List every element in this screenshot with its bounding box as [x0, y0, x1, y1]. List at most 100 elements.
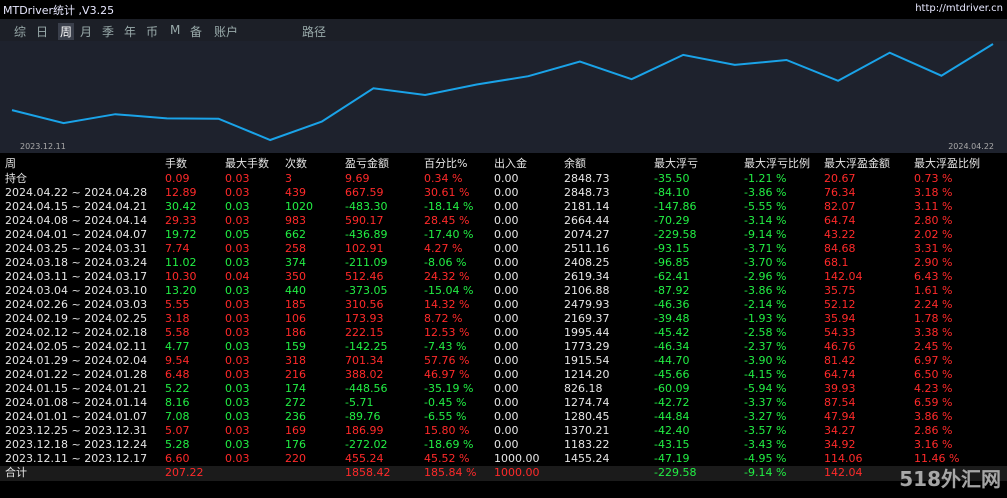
tab[interactable]: 账户 — [214, 25, 239, 39]
cell: -3.14 % — [744, 214, 787, 227]
cell: 81.42 — [824, 354, 856, 367]
total-cell: 1000.00 — [494, 466, 540, 479]
cell: 2848.73 — [564, 186, 610, 199]
cell: -3.70 % — [744, 256, 787, 269]
cell: -1.21 % — [744, 172, 787, 185]
cell: 8.72 % — [424, 312, 463, 325]
cell: 64.74 — [824, 214, 856, 227]
title-bar: MTDriver统计 ,V3.25 http://mtdriver.cn — [0, 0, 1007, 18]
cell: 2024.04.01 ~ 2024.04.07 — [5, 228, 148, 241]
cell: 34.27 — [824, 424, 856, 437]
tab[interactable]: 周 — [58, 23, 75, 40]
tab[interactable]: 年 — [124, 25, 137, 39]
cell: 6.60 — [165, 452, 190, 465]
cell: -18.14 % — [424, 200, 474, 213]
cell: 3 — [285, 172, 292, 185]
cell: -373.05 — [345, 284, 388, 297]
tab[interactable]: 季 — [102, 25, 115, 39]
total-cell: 1858.42 — [345, 466, 391, 479]
cell: 2024.03.25 ~ 2024.03.31 — [5, 242, 148, 255]
table-row: 2024.03.04 ~ 2024.03.10 13.20 0.03 440 -373.… — [0, 284, 1007, 298]
cell: 6.59 % — [914, 396, 953, 409]
cell: 2024.02.19 ~ 2024.02.25 — [5, 312, 148, 325]
cell: 11.46 % — [914, 452, 960, 465]
cell: -44.70 — [654, 354, 690, 367]
tab[interactable]: 路径 — [302, 25, 327, 39]
cell: -2.96 % — [744, 270, 787, 283]
cell: -45.42 — [654, 326, 690, 339]
cell: -5.71 — [345, 396, 374, 409]
table-row: 2024.04.22 ~ 2024.04.28 12.89 0.03 439 667.5… — [0, 186, 1007, 200]
cell: 68.1 — [824, 256, 849, 269]
cell: -3.71 % — [744, 242, 787, 255]
cell: 374 — [285, 256, 306, 269]
tab[interactable]: 币 — [146, 25, 159, 39]
cell: 2.24 % — [914, 298, 953, 311]
cell: -42.72 — [654, 396, 690, 409]
cell: 455.24 — [345, 452, 384, 465]
cell: 15.80 % — [424, 424, 470, 437]
cell: 0.03 — [225, 354, 250, 367]
cell: 1280.45 — [564, 410, 610, 423]
tab[interactable]: 备 — [190, 25, 203, 39]
cell: 1214.20 — [564, 368, 610, 381]
cell: 0.03 — [225, 452, 250, 465]
cell: 512.46 — [345, 270, 384, 283]
cell: -15.04 % — [424, 284, 474, 297]
cell: 102.91 — [345, 242, 384, 255]
table-row: 2024.02.26 ~ 2024.03.03 5.55 0.03 185 310.56… — [0, 298, 1007, 312]
column-header: 最大手数 — [225, 157, 269, 170]
cell: 1773.29 — [564, 340, 610, 353]
cell: 0.03 — [225, 326, 250, 339]
cell: 76.34 — [824, 186, 856, 199]
url-link[interactable]: http://mtdriver.cn — [915, 3, 1003, 14]
cell: 0.09 — [165, 172, 190, 185]
tab[interactable]: M — [170, 23, 181, 37]
cell: 5.58 — [165, 326, 190, 339]
cell: 2024.02.05 ~ 2024.02.11 — [5, 340, 148, 353]
cell: 142.04 — [824, 270, 863, 283]
cell: 350 — [285, 270, 306, 283]
cell: 0.00 — [494, 186, 519, 199]
cell: -39.48 — [654, 312, 690, 325]
cell: 2106.88 — [564, 284, 610, 297]
tab[interactable]: 日 — [36, 25, 49, 39]
table-row: 2024.01.22 ~ 2024.01.28 6.48 0.03 216 388.02… — [0, 368, 1007, 382]
cell: 222.15 — [345, 326, 384, 339]
cell: 2024.02.12 ~ 2024.02.18 — [5, 326, 148, 339]
cell: 662 — [285, 228, 306, 241]
cell: 1370.21 — [564, 424, 610, 437]
cell: 34.92 — [824, 438, 856, 451]
cell: 3.31 % — [914, 242, 953, 255]
cell: 1274.74 — [564, 396, 610, 409]
cell: -43.15 — [654, 438, 690, 451]
cell: 19.72 — [165, 228, 197, 241]
tab[interactable]: 综 — [14, 25, 27, 39]
table-row: 2024.03.11 ~ 2024.03.17 10.30 0.04 350 512.4… — [0, 270, 1007, 284]
cell: 185 — [285, 298, 306, 311]
column-header: 最大浮盈比例 — [914, 157, 980, 170]
column-header: 百分比% — [424, 157, 468, 170]
cell: -93.15 — [654, 242, 690, 255]
cell: 35.75 — [824, 284, 856, 297]
cell: 2023.12.11 ~ 2023.12.17 — [5, 452, 148, 465]
table-header: 周 手数 最大手数 次数 盈亏金额 百分比% 出入金 余额 最大浮亏 最大浮亏比例 最大浮盈金额 最大… — [0, 157, 1007, 171]
cell: 0.03 — [225, 424, 250, 437]
column-header: 最大浮亏 — [654, 157, 698, 170]
cell: 216 — [285, 368, 306, 381]
cell: 0.00 — [494, 270, 519, 283]
tab[interactable]: 月 — [80, 25, 93, 39]
cell: 667.59 — [345, 186, 384, 199]
column-header: 周 — [5, 157, 16, 170]
cell: -2.37 % — [744, 340, 787, 353]
cell: -2.14 % — [744, 298, 787, 311]
cell: -448.56 — [345, 382, 388, 395]
cell: 82.07 — [824, 200, 856, 213]
cell: 159 — [285, 340, 306, 353]
cell: -436.89 — [345, 228, 388, 241]
cell: -70.29 — [654, 214, 690, 227]
cell: 388.02 — [345, 368, 384, 381]
cell: 54.33 — [824, 326, 856, 339]
cell: 3.18 % — [914, 186, 953, 199]
total-row: 合计 207.22 1858.42 185.84 % 1000.00 -229.58 -9.… — [0, 466, 1007, 481]
